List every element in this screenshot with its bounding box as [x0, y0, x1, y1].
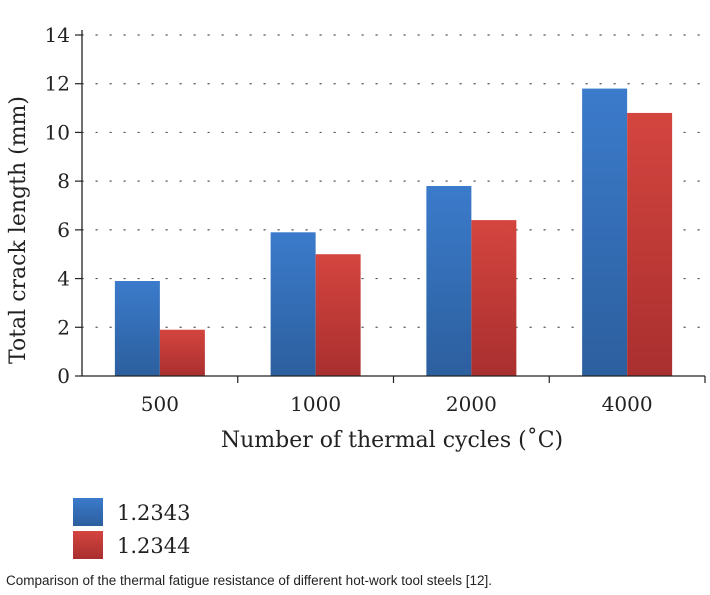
y-tick-label-4: 4 — [57, 267, 70, 291]
axis-labels: 0 2 4 6 8 10 12 14 500 1000 2000 4000 — [45, 23, 653, 416]
y-tick-label-0: 0 — [57, 364, 70, 388]
bar-1.2343-2000 — [426, 186, 472, 376]
figure-caption: Comparison of the thermal fatigue resist… — [6, 573, 492, 588]
legend-swatch-1.2343 — [73, 498, 103, 526]
bar-1.2344-4000 — [627, 112, 673, 376]
bar-1.2344-2000 — [471, 220, 517, 376]
x-tick-label-2000: 2000 — [446, 392, 497, 416]
y-tick-label-14: 14 — [45, 23, 70, 47]
legend-label-1.2344: 1.2344 — [117, 534, 190, 558]
bars — [114, 88, 673, 376]
x-tick-label-4000: 4000 — [602, 392, 653, 416]
y-tick-label-8: 8 — [57, 169, 70, 193]
axes — [75, 30, 706, 383]
y-tick-label-12: 12 — [45, 72, 70, 96]
bar-1.2343-4000 — [582, 88, 628, 376]
bar-1.2344-1000 — [315, 254, 361, 376]
legend: 1.2343 1.2344 — [73, 498, 190, 559]
bar-1.2343-1000 — [270, 232, 316, 376]
y-tick-label-2: 2 — [57, 315, 70, 339]
x-tick-label-1000: 1000 — [290, 392, 341, 416]
x-tick-label-500: 500 — [141, 392, 179, 416]
legend-swatch-1.2344 — [73, 531, 103, 559]
legend-label-1.2343: 1.2343 — [117, 501, 190, 525]
x-axis-title: Number of thermal cycles (˚C) — [221, 426, 563, 453]
bar-1.2343-500 — [114, 281, 160, 376]
y-axis-title: Total crack length (mm) — [6, 96, 31, 364]
bar-1.2344-500 — [159, 329, 205, 376]
bar-chart: 0 2 4 6 8 10 12 14 500 1000 2000 4000 Total crack l… — [6, 23, 706, 559]
y-tick-label-6: 6 — [57, 218, 70, 242]
y-tick-label-10: 10 — [45, 120, 70, 144]
